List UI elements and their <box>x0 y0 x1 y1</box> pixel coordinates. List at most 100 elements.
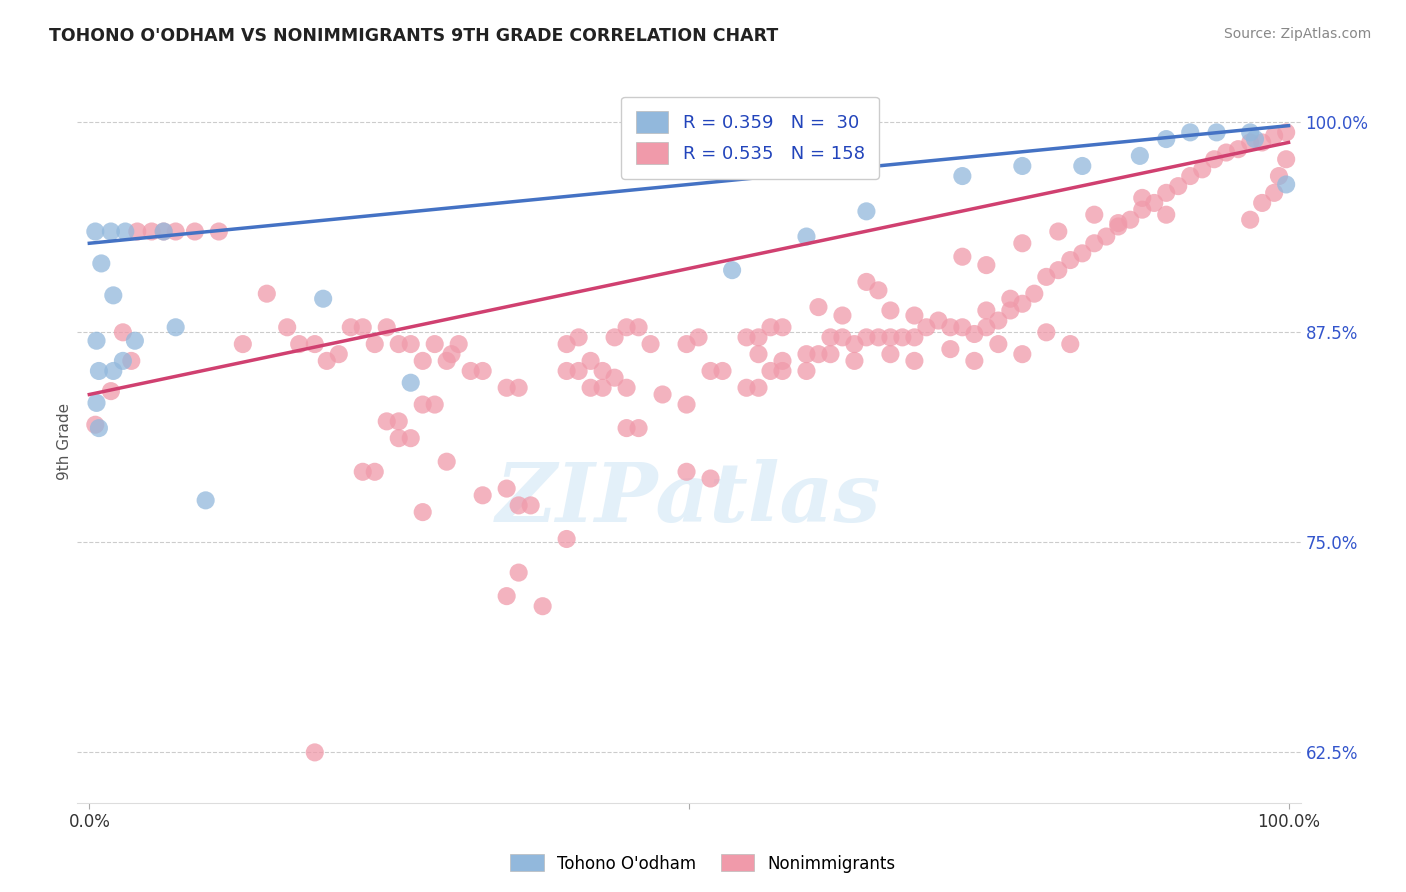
Point <box>90 256 112 270</box>
Point <box>508 381 530 395</box>
Point <box>1154 208 1177 222</box>
Point <box>1263 128 1285 143</box>
Point <box>939 342 962 356</box>
Point <box>976 303 998 318</box>
Point <box>508 499 530 513</box>
Point <box>1095 229 1118 244</box>
Point <box>868 330 890 344</box>
Point <box>328 347 350 361</box>
Point <box>879 330 901 344</box>
Point <box>1119 212 1142 227</box>
Point <box>568 330 591 344</box>
Point <box>84 225 107 239</box>
Point <box>627 421 650 435</box>
Point <box>772 364 794 378</box>
Point <box>759 364 782 378</box>
Legend: Tohono O'odham, Nonimmigrants: Tohono O'odham, Nonimmigrants <box>503 847 903 880</box>
Point <box>315 354 337 368</box>
Point <box>879 303 901 318</box>
Point <box>436 455 458 469</box>
Point <box>1275 125 1298 139</box>
Point <box>412 354 434 368</box>
Point <box>963 326 986 341</box>
Point <box>1239 212 1261 227</box>
Point <box>807 300 830 314</box>
Point <box>364 337 387 351</box>
Point <box>1083 236 1105 251</box>
Point <box>820 330 842 344</box>
Point <box>276 320 298 334</box>
Point <box>772 320 794 334</box>
Point <box>1180 125 1202 139</box>
Point <box>555 364 578 378</box>
Point <box>495 381 517 395</box>
Point <box>1130 191 1153 205</box>
Point <box>820 347 842 361</box>
Point <box>903 309 925 323</box>
Point <box>915 320 938 334</box>
Point <box>399 337 422 351</box>
Point <box>87 421 110 435</box>
Point <box>568 364 591 378</box>
Y-axis label: 9th Grade: 9th Grade <box>56 403 72 480</box>
Point <box>1107 216 1129 230</box>
Text: Source: ZipAtlas.com: Source: ZipAtlas.com <box>1223 27 1371 41</box>
Point <box>1011 236 1033 251</box>
Point <box>1011 297 1033 311</box>
Point <box>855 275 877 289</box>
Point <box>1130 202 1153 217</box>
Point <box>447 337 470 351</box>
Point <box>87 364 110 378</box>
Point <box>1215 145 1237 160</box>
Point <box>950 320 973 334</box>
Point <box>531 599 554 614</box>
Point <box>86 396 108 410</box>
Point <box>399 376 422 390</box>
Point <box>152 225 174 239</box>
Point <box>1071 246 1094 260</box>
Point <box>100 384 122 398</box>
Point <box>388 337 411 351</box>
Point <box>616 421 638 435</box>
Point <box>1035 269 1057 284</box>
Point <box>352 320 374 334</box>
Point <box>879 347 901 361</box>
Point <box>339 320 361 334</box>
Point <box>855 330 877 344</box>
Point <box>1047 225 1070 239</box>
Point <box>1205 125 1227 139</box>
Point <box>412 398 434 412</box>
Point <box>796 364 818 378</box>
Point <box>1239 136 1261 150</box>
Point <box>471 488 494 502</box>
Point <box>675 465 697 479</box>
Point <box>976 320 998 334</box>
Point <box>312 292 335 306</box>
Point <box>721 263 744 277</box>
Point <box>1129 149 1152 163</box>
Point <box>495 589 517 603</box>
Point <box>759 320 782 334</box>
Point <box>711 364 734 378</box>
Point <box>364 465 387 479</box>
Point <box>304 337 326 351</box>
Point <box>616 381 638 395</box>
Point <box>232 337 254 351</box>
Point <box>747 381 769 395</box>
Point <box>440 347 463 361</box>
Point <box>165 320 187 334</box>
Point <box>508 566 530 580</box>
Point <box>855 204 877 219</box>
Point <box>288 337 311 351</box>
Point <box>1071 159 1094 173</box>
Point <box>688 330 710 344</box>
Point <box>735 330 758 344</box>
Point <box>579 354 602 368</box>
Point <box>1268 169 1291 183</box>
Point <box>747 330 769 344</box>
Point <box>100 225 122 239</box>
Point <box>375 414 398 428</box>
Point <box>1059 253 1081 268</box>
Point <box>796 229 818 244</box>
Point <box>987 313 1010 327</box>
